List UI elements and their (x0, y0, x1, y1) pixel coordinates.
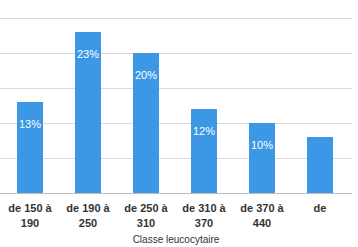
data-label: 13% (19, 118, 41, 130)
x-axis-label: Classe leucocytaire (133, 234, 220, 245)
grid-line (0, 193, 352, 194)
data-label: 20% (135, 69, 157, 81)
x-tick-label: de 250 à310 (124, 202, 168, 229)
x-tick-label: de 150 à190 (8, 202, 52, 229)
x-tick-label: de (314, 202, 327, 214)
chart: 13% 23% 20% 12% 10% de 150 à190 de 190 à250 de … (0, 0, 358, 247)
bar (307, 137, 333, 193)
grid-line (0, 53, 352, 54)
x-tick-label: de 310 à370 (182, 202, 226, 229)
grid-line (0, 158, 352, 159)
x-tick-label: de 370 à440 (240, 202, 284, 229)
grid-line (0, 123, 352, 124)
bar (133, 53, 159, 193)
data-label: 12% (193, 125, 215, 137)
grid-line (0, 18, 352, 19)
bars (17, 32, 333, 193)
data-label: 23% (77, 48, 99, 60)
bar (75, 32, 101, 193)
grid-line (0, 88, 352, 89)
grid (0, 19, 352, 194)
labels: 13% 23% 20% 12% 10% de 150 à190 de 190 à250 de … (8, 48, 326, 229)
bar (249, 123, 275, 193)
bar (191, 109, 217, 193)
bar (17, 102, 43, 193)
x-tick-label: de 190 à250 (66, 202, 110, 229)
data-label: 10% (251, 139, 273, 151)
chart-container: 13% 23% 20% 12% 10% de 150 à190 de 190 à250 de … (0, 0, 358, 247)
